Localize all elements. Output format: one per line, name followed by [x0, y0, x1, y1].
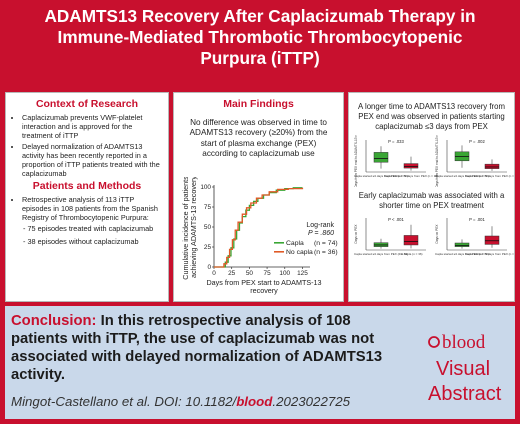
boxplot-group-label: Capla started >3 days from PEX (n = 18) — [384, 174, 438, 178]
km-chart: Cumulative incidence of patients achievi… — [181, 177, 338, 295]
boxplot-ylabel: Days on PEX — [354, 224, 358, 244]
y-tick-label: 0 — [207, 264, 211, 271]
legend-label: Capla — [286, 240, 304, 247]
boxplot-group-label: Capla started ≤3 days from PEX (n = 56) — [435, 174, 489, 178]
km-xlabel-line: Days from PEX start to ADAMTS-13 — [206, 278, 321, 287]
conclusion-label: Conclusion: — [11, 313, 97, 329]
x-tick-label: 100 — [279, 270, 290, 277]
findings-text: No difference was observed in time to AD… — [189, 118, 328, 158]
boxplot-box — [454, 242, 470, 247]
logo-line1: Visual — [436, 358, 490, 380]
boxplot-group-label: Capla started ≤3 days from PEX (n = 56) — [354, 252, 408, 256]
subgroup-bottom-text: Early caplacizumab was associated with a… — [358, 191, 505, 211]
citation-prefix: Mingot-Castellano et al. DOI: 10.1182/ — [11, 394, 237, 409]
subgroup-top-text: A longer time to ADAMTS13 recovery from … — [358, 102, 505, 131]
logrank-label: Log-rank — [306, 222, 334, 229]
logo-word: blood — [442, 332, 486, 353]
citation: Mingot-Castellano et al. DOI: 10.1182/bl… — [11, 394, 431, 409]
boxplot-ylabel: Days on PEX — [435, 224, 439, 244]
y-tick-label: 50 — [204, 224, 212, 231]
boxplot: Days from PEX end to ADAMTS-13 recovery P… — [354, 135, 438, 187]
boxplot-group-label: No capla (n = 36) — [399, 252, 422, 256]
context-list: Caplacizumab prevents VWF-platelet inter… — [6, 113, 168, 178]
y-tick-label: 100 — [200, 184, 211, 191]
logo-line2: Abstract — [428, 383, 502, 405]
methods-bullet: Retrospective analysis of 113 iTTP episo… — [22, 195, 164, 222]
boxplot-group-label: Capla started ≤3 days from PEX (n = 56) — [435, 252, 489, 256]
methods-heading: Patients and Methods — [32, 180, 142, 192]
km-ylabel: Cumulative incidence of patients achievi… — [181, 177, 198, 280]
citation-journal: blood — [236, 394, 273, 409]
boxplot-row-bottom: Days on PEX P < .001 Capla started ≤3 days… — [354, 217, 514, 256]
boxplot-box — [484, 235, 500, 245]
boxplot-group-label: Capla started >3 days from PEX (n = 18) — [465, 174, 514, 178]
y-tick-label: 75 — [204, 204, 212, 211]
conclusion-text: Conclusion: In this retrospective analys… — [11, 312, 411, 384]
boxplot-p-value: P = .001 — [469, 217, 485, 222]
boxplot-box — [403, 235, 419, 246]
logo-ring-icon — [428, 336, 440, 348]
methods-sub-item: - 75 episodes treated with caplacizumab — [23, 224, 154, 233]
citation-suffix: .2023022725 — [272, 394, 351, 409]
context-bullet: Caplacizumab prevents VWF-platelet inter… — [22, 113, 164, 140]
legend-n: (n = 36) — [314, 249, 338, 256]
context-panel: Context of Research Caplacizumab prevent… — [5, 92, 169, 302]
methods-sub-item: - 38 episodes without caplacizumab — [23, 237, 139, 246]
boxplot: Days on PEX P < .001 Capla started ≤3 days… — [354, 217, 426, 256]
context-bullet: Delayed normalization of ADAMTS13 activi… — [22, 142, 164, 178]
conclusion-body: In this retrospective analysis of 108 pa… — [11, 313, 383, 383]
boxplot-p-value: P < .001 — [388, 217, 404, 222]
x-tick-label: 50 — [246, 270, 254, 277]
boxplot-box — [403, 163, 419, 169]
findings-heading: Main Findings — [223, 98, 294, 110]
findings-panel: Main Findings No difference was observed… — [173, 92, 344, 302]
conclusion-box: Conclusion: In this retrospective analys… — [5, 306, 515, 419]
km-ylabel-line: Cumulative incidence of patients — [181, 177, 190, 280]
km-series-line — [214, 187, 304, 268]
legend-label: No capla — [286, 249, 313, 256]
boxplot: Days from PEX end to ADAMTS-13 recovery P… — [435, 135, 514, 187]
boxplot-group-label: Capla started >3 days from PEX (n = 18) — [465, 252, 514, 256]
blood-visual-abstract-logo: blood Visual Abstract — [428, 332, 502, 405]
x-tick-label: 0 — [212, 270, 216, 277]
x-tick-label: 25 — [228, 270, 236, 277]
boxplot-p-value: P = .033 — [388, 139, 404, 144]
km-ylabel-line: achieving ADAMTS-13 recovery — [189, 177, 198, 278]
boxplot: Days on PEX P = .001 Capla started ≤3 days… — [435, 217, 514, 256]
x-tick-label: 75 — [264, 270, 272, 277]
page-title: ADAMTS13 Recovery After Caplacizumab The… — [0, 6, 520, 69]
y-tick-label: 25 — [204, 244, 212, 251]
logrank-p-value: P = .860 — [308, 230, 334, 237]
boxplot-box — [484, 164, 500, 170]
boxplot-ylabel: Days from PEX end to ADAMTS-13 recovery — [354, 135, 358, 187]
boxplot-group-label: Capla started ≤3 days from PEX (n = 56) — [354, 174, 408, 178]
km-xlabel-line: recovery — [250, 286, 278, 295]
title-line: ADAMTS13 Recovery After Caplacizumab The… — [44, 6, 476, 26]
boxplot-ylabel: Days from PEX end to ADAMTS-13 recovery — [435, 135, 439, 187]
subgroup-panel: A longer time to ADAMTS13 recovery from … — [348, 92, 515, 302]
boxplot-p-value: P = .002 — [469, 139, 485, 144]
context-heading: Context of Research — [35, 98, 139, 110]
boxplot-box — [373, 152, 389, 163]
title-line: Purpura (iTTP) — [200, 48, 320, 68]
legend-n: (n = 74) — [314, 240, 338, 247]
x-tick-label: 125 — [297, 270, 308, 277]
title-line: Immune-Mediated Thrombotic Thrombocytope… — [57, 27, 463, 47]
boxplot-row-top: Days from PEX end to ADAMTS-13 recovery P… — [354, 135, 514, 187]
methods-list: Retrospective analysis of 113 iTTP episo… — [6, 195, 168, 222]
